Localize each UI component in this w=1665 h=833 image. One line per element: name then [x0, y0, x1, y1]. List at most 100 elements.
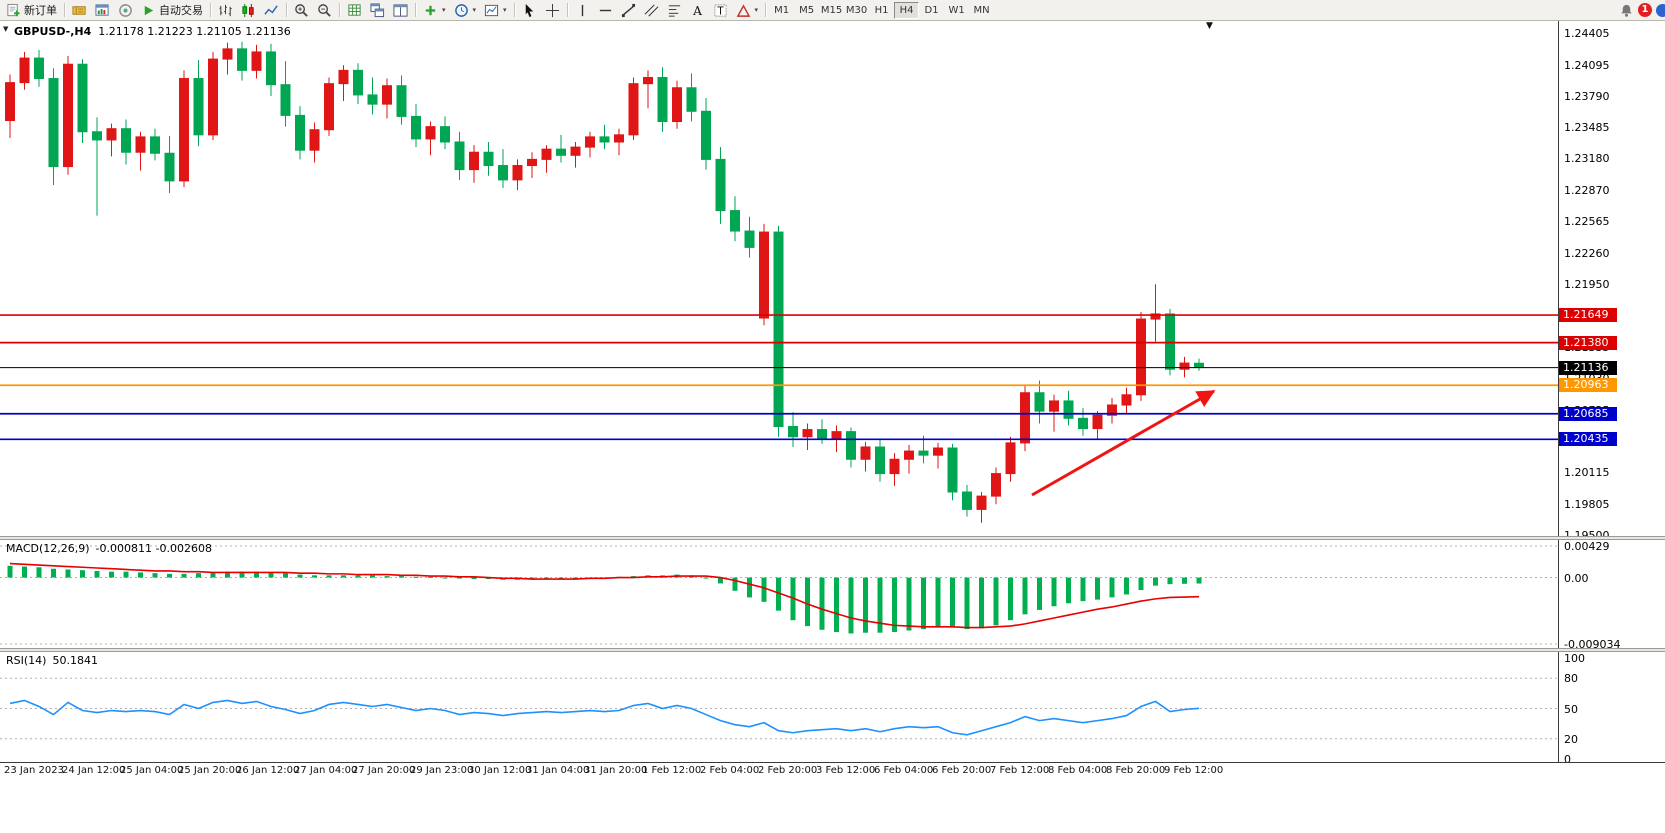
candle	[1020, 384, 1030, 452]
one-click-trading-toggle[interactable]: ▼	[3, 25, 9, 33]
auto-trading-button[interactable]: 自动交易	[137, 0, 207, 20]
timeframe-button-m5[interactable]: M5	[799, 4, 815, 16]
text-icon: A	[690, 3, 705, 18]
chart-shift-marker[interactable]: ▼	[1206, 21, 1213, 31]
price-chart-canvas[interactable]	[0, 21, 1558, 536]
price-axis[interactable]: 1.24405 1.24095 1.23790 1.23485 1.23180 1.228…	[1558, 21, 1665, 766]
macd-histogram-bar	[877, 577, 883, 633]
trend-arrow[interactable]	[1031, 389, 1216, 497]
trendline-button[interactable]	[617, 0, 640, 20]
ticket-button[interactable]	[68, 0, 91, 20]
macd-histogram-bar	[297, 574, 303, 578]
candle	[686, 73, 697, 122]
time-axis-label: 30 Jan 12:00	[468, 765, 532, 776]
rsi-line	[9, 699, 1200, 736]
template-button[interactable]: ▾	[480, 0, 511, 20]
panel-splitter[interactable]	[0, 536, 1665, 540]
time-axis[interactable]: 23 Jan 2023 24 Jan 12:00 25 Jan 04:00 25 Ja…	[0, 765, 1665, 781]
macd-histogram-bar	[312, 575, 317, 578]
zoom-in-button[interactable]	[290, 0, 313, 20]
time-axis-label: 23 Jan 2023	[4, 765, 64, 776]
price-tag-black: 1.21136	[1559, 360, 1617, 375]
period-button[interactable]: ▾	[450, 0, 481, 20]
cascade-windows-button[interactable]	[389, 0, 412, 20]
price-axis-label: 1.24095	[1564, 58, 1610, 72]
timeframe-button-d1[interactable]: D1	[924, 4, 939, 16]
price-axis-label: 1.23180	[1564, 152, 1610, 166]
chart-header: GBPUSD-,H4 1.21178 1.21223 1.21105 1.211…	[14, 25, 291, 38]
crosshair-button[interactable]	[541, 0, 564, 20]
shapes-button[interactable]: ▾	[732, 0, 763, 20]
vertical-line-button[interactable]	[571, 0, 594, 20]
macd-canvas[interactable]	[0, 540, 1558, 648]
chart-window-button[interactable]	[91, 0, 114, 20]
timeframe-button-w1[interactable]: W1	[948, 4, 965, 16]
macd-histogram-bar	[1167, 577, 1173, 585]
candle	[382, 78, 392, 119]
time-axis-border	[0, 762, 1665, 763]
macd-histogram-bar	[51, 568, 56, 578]
macd-name: MACD(12,26,9)	[6, 542, 90, 555]
expert-advisor-button[interactable]	[114, 0, 137, 20]
toolbar-separator	[765, 3, 767, 17]
expert-advisor-icon	[118, 3, 133, 18]
timeframe-button-h4[interactable]: H4	[894, 1, 920, 19]
time-axis-label: 25 Jan 20:00	[178, 765, 242, 776]
macd-histogram-bar	[181, 573, 187, 578]
candle	[411, 104, 421, 148]
candle	[425, 121, 436, 156]
timeframe-button-m1[interactable]: M1	[774, 4, 790, 16]
candle	[585, 131, 595, 158]
candle	[570, 141, 581, 168]
notification-bell-icon[interactable]	[1619, 3, 1634, 18]
macd-histogram-bar	[399, 576, 404, 578]
indicators-icon	[347, 3, 362, 18]
toolbar-separator	[566, 3, 568, 17]
toolbar-separator	[513, 3, 515, 17]
candle	[1005, 436, 1016, 482]
timeframe-button-mn[interactable]: MN	[973, 4, 990, 16]
fibonacci-button[interactable]	[663, 0, 686, 20]
timeframe-button-m15[interactable]: M15	[820, 4, 843, 16]
candle	[701, 97, 711, 170]
indicators-button[interactable]	[343, 0, 366, 20]
horizontal-line-button[interactable]	[594, 0, 617, 20]
cursor-icon	[522, 3, 537, 18]
price-axis-label: 1.23790	[1564, 89, 1610, 103]
candlestick-chart-button[interactable]	[237, 0, 260, 20]
crosshair-icon	[545, 3, 560, 18]
macd-histogram-bar	[225, 571, 230, 578]
timeframe-button-h1[interactable]: H1	[874, 4, 889, 16]
toolbar-separator	[415, 3, 416, 17]
rsi-axis-label: 0	[1564, 753, 1571, 766]
cursor-button[interactable]	[518, 0, 541, 20]
dropdown-caret-icon: ▾	[754, 6, 759, 14]
time-axis-label: 26 Jan 12:00	[236, 765, 300, 776]
label-icon: T	[713, 3, 728, 18]
macd-histogram-bar	[819, 577, 825, 630]
line-chart-button[interactable]	[260, 0, 283, 20]
new-order-button[interactable]: 新订单	[2, 0, 61, 20]
candle	[918, 435, 929, 464]
rsi-canvas[interactable]	[0, 652, 1558, 762]
candle	[773, 225, 784, 437]
price-chart-panel[interactable]: ▼ GBPUSD-,H4 1.21178 1.21223 1.21105 1.2…	[0, 21, 1558, 536]
zoom-out-button[interactable]	[313, 0, 336, 20]
channel-button[interactable]	[640, 0, 663, 20]
candle	[106, 123, 117, 157]
label-button[interactable]: T	[709, 0, 732, 20]
candle	[817, 419, 827, 444]
add-indicator-button[interactable]: ▾	[419, 0, 450, 20]
rsi-axis-label: 20	[1564, 732, 1578, 746]
macd-histogram-bar	[747, 577, 752, 598]
new-order-label: 新订单	[24, 4, 57, 17]
bar-chart-button[interactable]	[214, 0, 237, 20]
timeframe-button-m30[interactable]: M30	[845, 4, 868, 16]
tile-windows-button[interactable]	[366, 0, 389, 20]
text-button[interactable]: A	[686, 0, 709, 20]
candle	[802, 423, 813, 451]
notification-badge[interactable]: 1	[1638, 3, 1652, 17]
panel-splitter[interactable]	[0, 648, 1665, 652]
candle	[875, 439, 885, 482]
toolbar-separator	[339, 3, 340, 17]
